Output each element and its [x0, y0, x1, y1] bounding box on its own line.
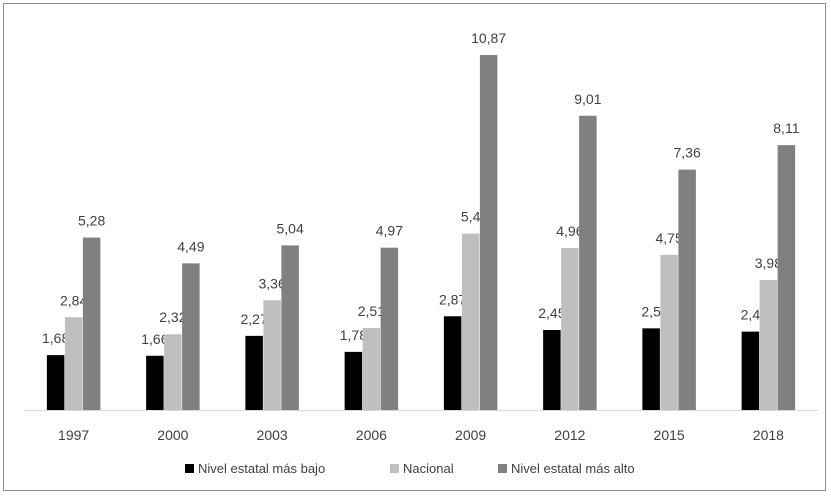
- bar-2-2018: [759, 280, 778, 410]
- legend: Nivel estatal más bajo Nacional Nivel esta…: [185, 461, 635, 476]
- data-label-2-1997: 2,84: [60, 292, 87, 308]
- bar-3-2009: [479, 55, 498, 410]
- bar-1-2000: [146, 355, 164, 410]
- plot-area: 1,68 2,84 5,28 1,66 2,32 4,49 2,27 3,36 5,04 1,78…: [42, 30, 800, 410]
- bar-1-2003: [245, 335, 263, 410]
- data-label-3-1997: 5,28: [78, 213, 105, 229]
- data-label-3-2012: 9,01: [574, 91, 601, 107]
- data-label-3-2009: 10,87: [471, 30, 506, 46]
- data-label-2-2000: 2,32: [159, 309, 186, 325]
- data-label-3-2018: 8,11: [773, 120, 799, 136]
- legend-label-1: Nivel estatal más bajo: [198, 461, 325, 476]
- data-label-1-2009: 2,87: [439, 291, 466, 307]
- bar-3-2006: [380, 247, 399, 410]
- bar-1-2009: [443, 316, 462, 410]
- data-label-1-2015: 2,5: [641, 303, 661, 319]
- data-label-3-2003: 5,04: [277, 220, 304, 236]
- bar-2-2000: [164, 334, 182, 410]
- data-label-1-2006: 1,78: [340, 327, 367, 343]
- data-label-3-2000: 4,49: [177, 238, 204, 254]
- data-label-3-2015: 7,36: [674, 145, 701, 161]
- bar-3-1997: [82, 237, 101, 410]
- bar-2-2006: [362, 328, 381, 410]
- bar-2-2009: [461, 233, 480, 410]
- legend-label-2: Nacional: [403, 461, 454, 476]
- bar-3-2012: [579, 115, 597, 410]
- data-label-3-2006: 4,97: [376, 223, 403, 239]
- data-label-1-2018: 2,4: [741, 307, 761, 323]
- data-label-1-1997: 1,68: [42, 330, 69, 346]
- bar-1-2006: [344, 351, 363, 410]
- legend-swatch-3: [498, 464, 507, 473]
- bar-1-2015: [642, 328, 660, 410]
- bar-3-2003: [281, 245, 299, 410]
- data-label-2-2018: 3,98: [755, 255, 782, 271]
- data-label-1-2000: 1,66: [141, 331, 168, 347]
- bar-2-2012: [561, 248, 579, 410]
- legend-swatch-2: [390, 464, 399, 473]
- x-tick-label-2009: 2009: [455, 427, 486, 443]
- x-tick-label-2012: 2012: [554, 427, 585, 443]
- bar-3-2018: [777, 145, 796, 410]
- x-tick-label-2015: 2015: [654, 427, 685, 443]
- x-tick-label-2018: 2018: [753, 427, 784, 443]
- bar-2-1997: [64, 317, 83, 410]
- x-tick-label-1997: 1997: [58, 427, 89, 443]
- x-axis: 1997 2000 2003 2006 2009 2012 2015 2018: [24, 410, 818, 443]
- data-label-1-2003: 2,27: [241, 311, 268, 327]
- x-tick-label-2003: 2003: [257, 427, 288, 443]
- bar-1-2012: [543, 329, 561, 410]
- x-tick-label-2000: 2000: [157, 427, 188, 443]
- x-tick-label-2006: 2006: [356, 427, 387, 443]
- data-label-2-2006: 2,51: [358, 303, 385, 319]
- bar-1-1997: [46, 355, 65, 410]
- bar-1-2018: [741, 331, 760, 410]
- data-label-1-2012: 2,45: [538, 305, 565, 321]
- data-label-2-2009: 5,4: [461, 209, 481, 225]
- legend-swatch-1: [185, 464, 194, 473]
- bar-3-2015: [678, 169, 696, 410]
- data-label-2-2003: 3,36: [259, 275, 286, 291]
- data-label-2-2012: 4,96: [556, 223, 583, 239]
- bar-3-2000: [182, 263, 200, 410]
- data-label-2-2015: 4,75: [656, 230, 683, 246]
- legend-label-3: Nivel estatal más alto: [511, 461, 635, 476]
- bar-2-2003: [263, 300, 281, 410]
- bar-2-2015: [660, 254, 678, 410]
